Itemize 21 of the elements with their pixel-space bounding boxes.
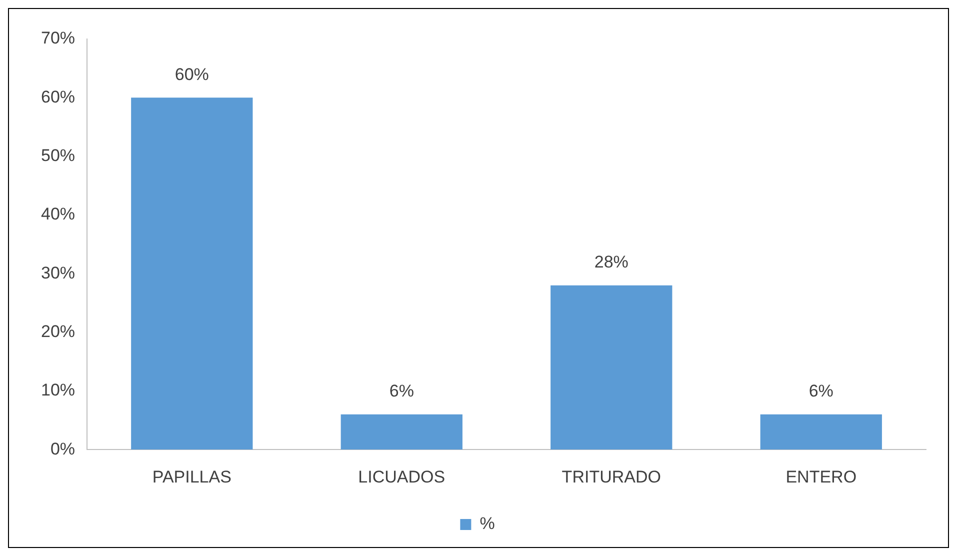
bar: [131, 98, 253, 450]
y-tick-label: 30%: [40, 263, 76, 282]
x-tick-label: ENTERO: [786, 467, 857, 486]
bar: [550, 285, 672, 450]
y-tick-label: 20%: [40, 322, 76, 341]
y-tick-label: 40%: [40, 204, 76, 224]
x-tick-label: LICUADOS: [358, 467, 446, 486]
x-tick-label: TRITURADO: [562, 467, 661, 486]
y-tick-label: 0%: [50, 439, 76, 458]
legend-label: %: [480, 514, 495, 534]
y-tick-label: 60%: [40, 87, 76, 106]
y-tick-label: 50%: [40, 146, 76, 165]
data-label: 28%: [594, 252, 628, 272]
y-tick-label: 10%: [40, 380, 76, 400]
data-label: 60%: [174, 64, 209, 84]
bar: [760, 414, 882, 450]
data-label: 6%: [808, 382, 834, 401]
bar: [340, 414, 462, 450]
data-label: 6%: [389, 382, 414, 401]
y-tick-label: 70%: [40, 28, 76, 48]
x-tick-label: PAPILLAS: [152, 467, 232, 486]
